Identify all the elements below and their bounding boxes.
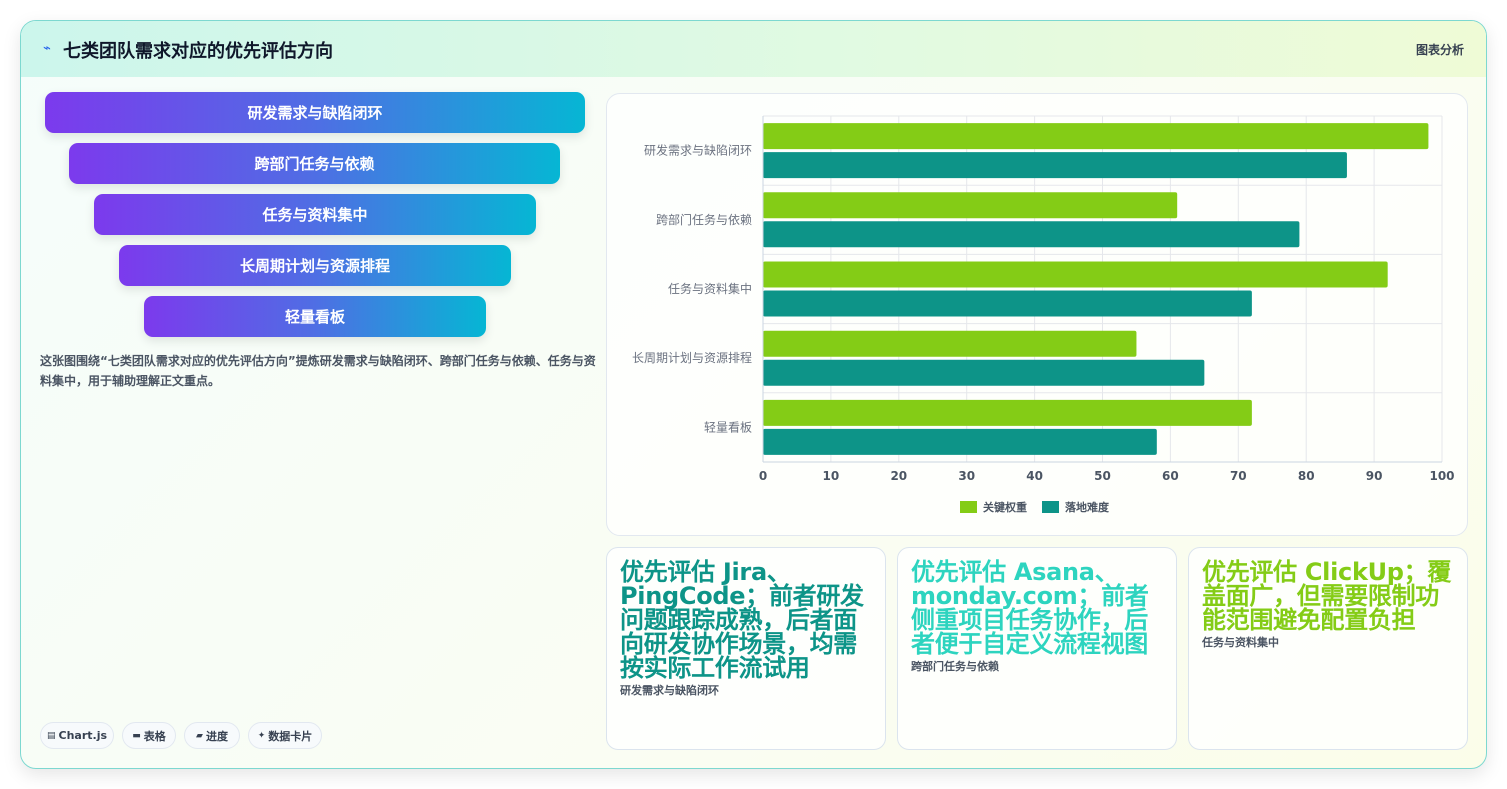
card-caption: 研发需求与缺陷闭环 <box>620 684 719 697</box>
bar-difficulty <box>763 290 1252 317</box>
page-title: 七类团队需求对应的优先评估方向 <box>63 41 333 62</box>
card-caption: 跨部门任务与依赖 <box>911 660 999 673</box>
header: ⌁ 七类团队需求对应的优先评估方向 图表分析 <box>21 21 1486 77</box>
chart-analysis-label: 图表分析 <box>1415 43 1464 57</box>
chip-progress[interactable]: ▰ 进度 <box>184 722 240 749</box>
card-caption: 任务与资料集中 <box>1202 636 1279 649</box>
chip-data-cards[interactable]: ✦ 数据卡片 <box>248 722 322 749</box>
x-tick-label: 60 <box>1162 469 1179 483</box>
x-tick-label: 70 <box>1230 469 1247 483</box>
bar-weight <box>763 192 1178 219</box>
category-label: 研发需求与缺陷闭环 <box>644 143 752 158</box>
legend-swatch <box>1042 501 1059 513</box>
info-card-1: 优先评估 Jira、PingCode；前者研发问题跟踪成熟，后者面向研发协作场景… <box>606 547 886 750</box>
bar-weight <box>763 261 1388 288</box>
bar-weight <box>763 330 1137 357</box>
lightning-icon: ⌁ <box>43 41 51 56</box>
card-headline-text: 优先评估 Jira、PingCode；前者研发问题跟踪成熟，后者面向研发协作场景… <box>620 558 864 682</box>
category-label: 长周期计划与资源排程 <box>632 350 752 365</box>
bar-difficulty <box>763 221 1300 248</box>
funnel-label: 轻量看板 <box>284 308 345 326</box>
funnel-label: 研发需求与缺陷闭环 <box>247 104 383 122</box>
legend-label: 关键权重 <box>983 500 1027 514</box>
description: 这张图围绕“七类团队需求对应的优先评估方向”提炼研发需求与缺陷闭环、跨部门任务与… <box>40 354 596 388</box>
category-label: 轻量看板 <box>704 420 752 434</box>
main-card: ⌁ 七类团队需求对应的优先评估方向 图表分析 研发需求与缺陷闭环 跨部门任务与依… <box>20 20 1487 769</box>
card-headline-text: 优先评估 Asana、monday.com；前者侧重项目任务协作，后者便于自定义… <box>911 558 1149 658</box>
category-label: 跨部门任务与依赖 <box>656 212 752 227</box>
x-tick-label: 80 <box>1298 469 1315 483</box>
info-card-headline: 优先评估 Jira、PingCode；前者研发问题跟踪成熟，后者面向研发协作场景… <box>620 560 875 698</box>
x-tick-label: 20 <box>890 469 907 483</box>
chip-label: 进度 <box>205 729 228 743</box>
progress-icon: ▰ <box>196 730 203 741</box>
sparkle-icon: ✦ <box>257 730 266 741</box>
funnel-label: 任务与资料集中 <box>262 206 368 224</box>
chart-panel: 研发需求与缺陷闭环跨部门任务与依赖任务与资料集中长周期计划与资源排程轻量看板 0 1… <box>606 93 1468 536</box>
x-tick-label: 100 <box>1429 469 1454 483</box>
info-card-headline: 优先评估 Asana、monday.com；前者侧重项目任务协作，后者便于自定义… <box>911 560 1166 674</box>
legend-swatch <box>960 501 977 513</box>
x-tick-label: 40 <box>1026 469 1043 483</box>
bar-difficulty <box>763 428 1157 455</box>
funnel-item-1: 研发需求与缺陷闭环 <box>45 92 585 133</box>
card-headline-text: 优先评估 ClickUp；覆盖面广，但需要限制功能范围避免配置负担 <box>1202 558 1452 634</box>
bar-weight <box>763 123 1429 150</box>
chip-table[interactable]: ▬ 表格 <box>122 722 176 749</box>
chip-label: Chart.js <box>58 729 108 742</box>
x-tick-label: 10 <box>823 469 840 483</box>
x-tick-label: 90 <box>1366 469 1383 483</box>
chip-label: 表格 <box>143 729 166 743</box>
x-tick-label: 30 <box>958 469 975 483</box>
info-card-2: 优先评估 Asana、monday.com；前者侧重项目任务协作，后者便于自定义… <box>897 547 1177 750</box>
funnel-label: 跨部门任务与依赖 <box>254 155 375 173</box>
bar-difficulty <box>763 152 1347 179</box>
x-tick-label: 50 <box>1094 469 1111 483</box>
category-label: 任务与资料集中 <box>668 281 752 296</box>
info-card-headline: 优先评估 ClickUp；覆盖面广，但需要限制功能范围避免配置负担 任务与资料集… <box>1202 560 1457 650</box>
bar-difficulty <box>763 359 1205 386</box>
funnel-label: 长周期计划与资源排程 <box>239 257 390 275</box>
x-tick-label: 0 <box>759 469 767 483</box>
legend-label: 落地难度 <box>1065 500 1110 514</box>
funnel-item-2: 跨部门任务与依赖 <box>69 143 560 184</box>
chip-chartjs[interactable]: ▤ Chart.js <box>40 722 114 749</box>
chart-icon: ▤ <box>46 730 56 741</box>
funnel-item-5: 轻量看板 <box>144 296 486 337</box>
bar-weight <box>763 399 1252 426</box>
funnel-item-3: 任务与资料集中 <box>94 194 536 235</box>
table-icon: ▬ <box>132 730 141 741</box>
funnel-item-4: 长周期计划与资源排程 <box>119 245 511 286</box>
chip-label: 数据卡片 <box>268 729 313 743</box>
info-card-3: 优先评估 ClickUp；覆盖面广，但需要限制功能范围避免配置负担 任务与资料集… <box>1188 547 1468 750</box>
